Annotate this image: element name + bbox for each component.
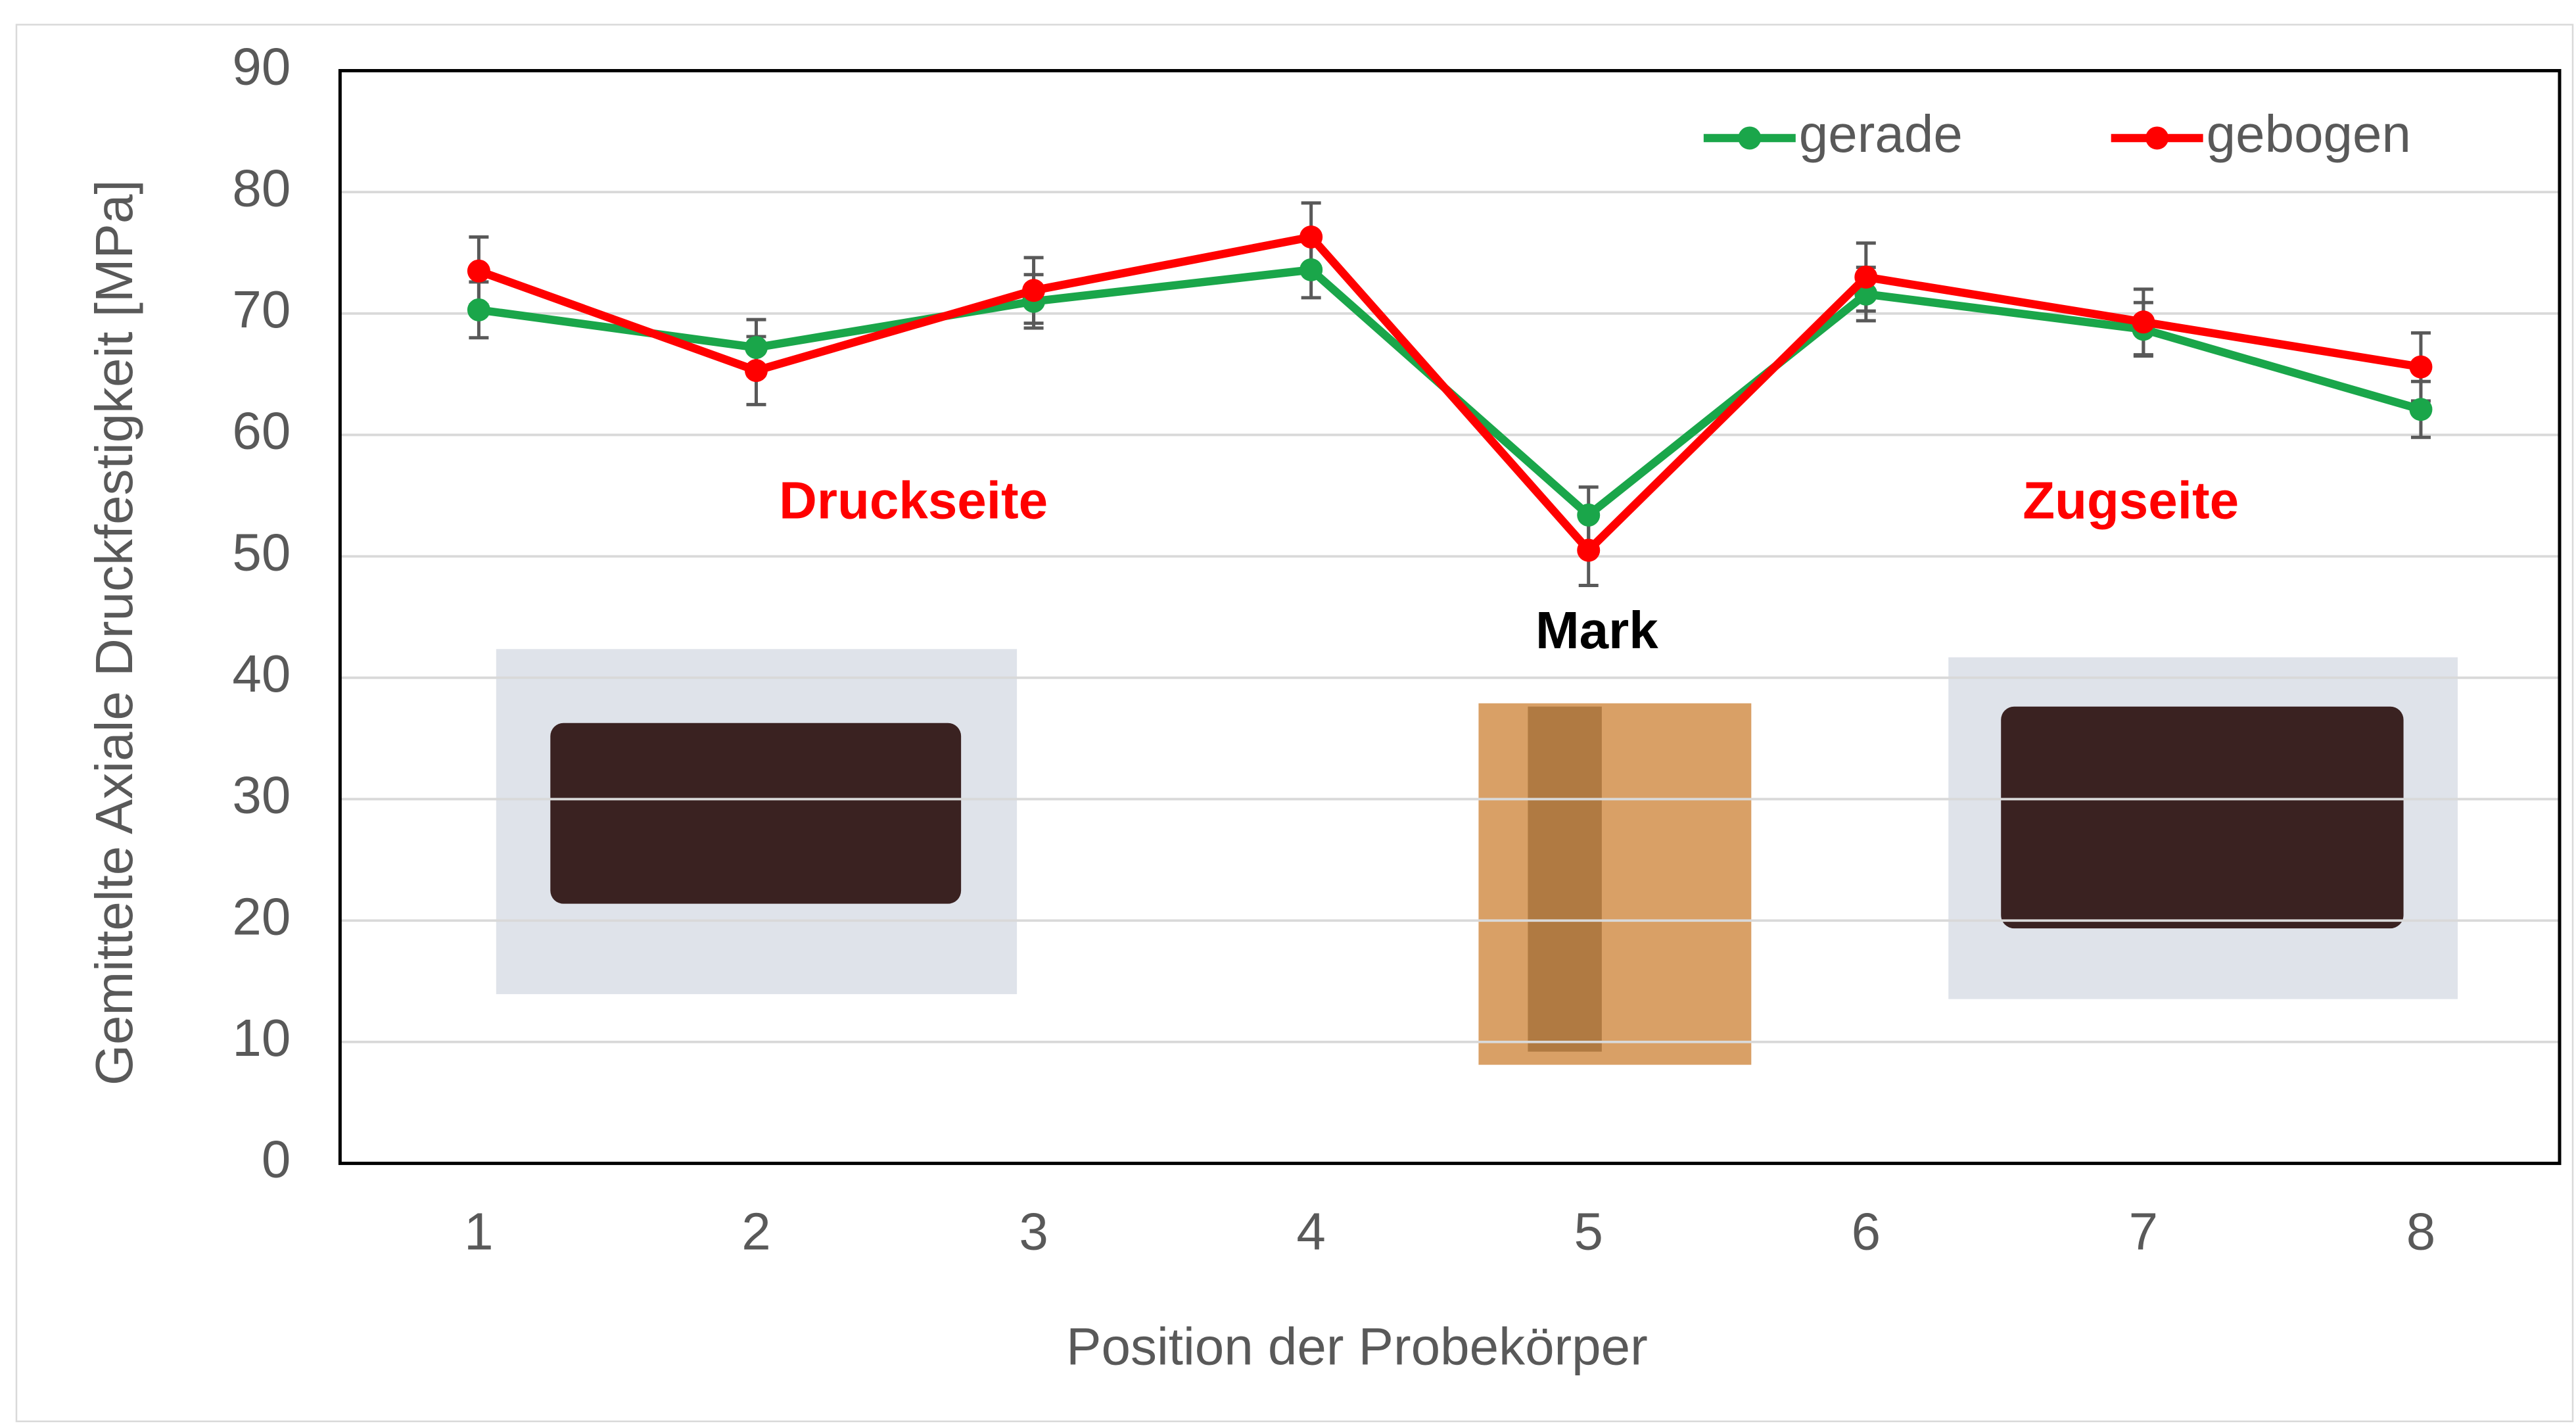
annotation: Zugseite	[2023, 471, 2239, 529]
x-tick-label: 5	[1574, 1202, 1603, 1261]
y-tick-label: 60	[232, 402, 291, 460]
x-tick-label: 6	[1852, 1202, 1881, 1261]
x-tick-label: 1	[464, 1202, 493, 1261]
data-point	[1577, 504, 1600, 527]
y-tick-label: 20	[232, 887, 291, 945]
x-tick-label: 2	[741, 1202, 770, 1261]
page: {"chart_data": { "type": "line", "x_labe…	[0, 0, 2576, 1424]
y-tick-label: 40	[232, 644, 291, 703]
y-tick-label: 30	[232, 766, 291, 824]
legend-label: gerade	[1799, 105, 1963, 163]
data-point	[467, 260, 490, 283]
data-point	[2132, 310, 2155, 333]
x-tick-label: 3	[1019, 1202, 1048, 1261]
photo-sample	[2001, 707, 2403, 928]
annotation: Druckseite	[779, 471, 1048, 529]
y-tick-label: 0	[262, 1130, 291, 1189]
data-point	[1300, 225, 1323, 249]
y-tick-label: 10	[232, 1009, 291, 1067]
data-point	[745, 359, 768, 382]
legend-label: gebogen	[2207, 105, 2411, 163]
y-axis-label: Gemittelte Axiale Druckfestigkeit [MPa]	[85, 179, 143, 1085]
y-tick-label: 90	[232, 37, 291, 96]
data-point	[1854, 266, 1877, 289]
legend-marker	[2145, 126, 2168, 149]
data-point	[2409, 398, 2432, 421]
data-point	[467, 298, 490, 321]
data-point	[745, 336, 768, 359]
y-tick-label: 70	[232, 280, 291, 339]
photo-pith	[1478, 703, 1751, 1065]
data-point	[1022, 279, 1045, 302]
x-tick-label: 7	[2129, 1202, 2158, 1261]
y-tick-label: 80	[232, 158, 291, 217]
data-point	[1300, 258, 1323, 281]
chart: Position der Probekörper Gemittelte Axia…	[0, 0, 2576, 1424]
data-point	[2409, 356, 2432, 379]
annotation: Mark	[1535, 601, 1658, 659]
photo-sample	[550, 723, 961, 904]
legend-marker	[1738, 126, 1761, 149]
photo-pith-core	[1528, 707, 1601, 1052]
x-axis-label: Position der Probekörper	[1066, 1317, 1648, 1376]
data-point	[1577, 538, 1600, 561]
x-tick-label: 8	[2406, 1202, 2435, 1261]
y-tick-label: 50	[232, 523, 291, 581]
x-tick-label: 4	[1296, 1202, 1325, 1261]
